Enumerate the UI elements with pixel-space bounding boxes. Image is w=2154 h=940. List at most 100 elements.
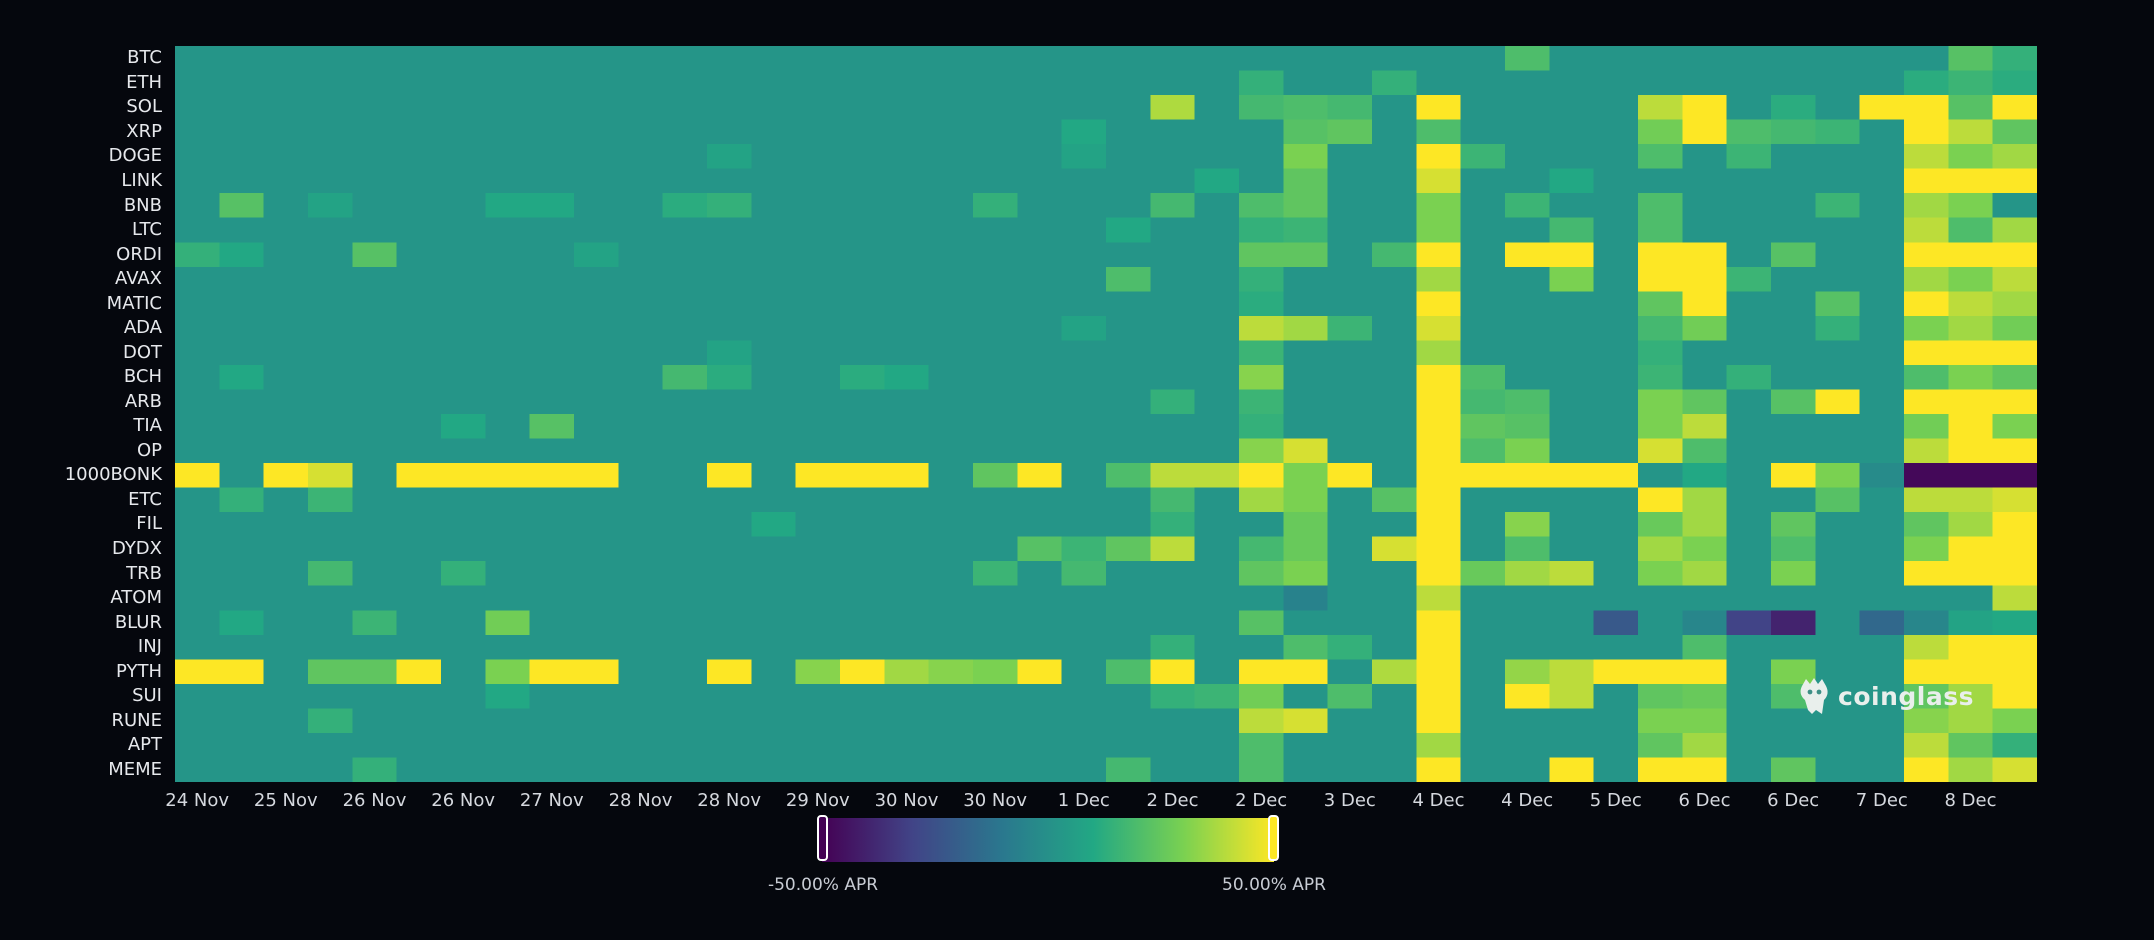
heatmap-cell[interactable] (1416, 144, 1462, 170)
heatmap-cell[interactable] (396, 389, 442, 415)
heatmap-cell[interactable] (485, 389, 531, 415)
heatmap-cell[interactable] (1859, 242, 1905, 268)
heatmap-cell[interactable] (1283, 438, 1329, 464)
heatmap-cell[interactable] (1150, 266, 1196, 292)
heatmap-cell[interactable] (1150, 561, 1196, 587)
heatmap-cell[interactable] (396, 364, 442, 391)
heatmap-cell[interactable] (618, 291, 664, 317)
heatmap-cell[interactable] (1327, 683, 1373, 709)
heatmap-cell[interactable] (1992, 315, 2037, 341)
heatmap-cell[interactable] (574, 487, 619, 513)
heatmap-cell[interactable] (1150, 585, 1196, 611)
heatmap-cell[interactable] (396, 217, 442, 243)
heatmap-cell[interactable] (751, 438, 797, 464)
heatmap-cell[interactable] (1150, 144, 1196, 170)
heatmap-cell[interactable] (1682, 757, 1728, 782)
heatmap-cell[interactable] (485, 463, 531, 489)
heatmap-cell[interactable] (529, 364, 575, 391)
heatmap-cell[interactable] (485, 315, 531, 341)
heatmap-cell[interactable] (396, 487, 442, 513)
heatmap-cell[interactable] (441, 70, 486, 96)
heatmap-cell[interactable] (441, 536, 486, 562)
heatmap-cell[interactable] (1593, 757, 1639, 782)
heatmap-cell[interactable] (352, 315, 398, 341)
heatmap-cell[interactable] (1593, 732, 1639, 759)
heatmap-cell[interactable] (263, 683, 309, 709)
heatmap-cell[interactable] (352, 168, 398, 194)
heatmap-cell[interactable] (1106, 364, 1151, 391)
heatmap-cell[interactable] (1904, 708, 1949, 734)
heatmap-cell[interactable] (1017, 585, 1063, 611)
heatmap-cell[interactable] (1992, 144, 2037, 170)
heatmap-cell[interactable] (840, 119, 885, 145)
heatmap-cell[interactable] (1283, 70, 1329, 96)
heatmap-cell[interactable] (1416, 757, 1462, 782)
heatmap-cell[interactable] (1239, 389, 1284, 415)
heatmap-cell[interactable] (352, 512, 398, 538)
heatmap-cell[interactable] (219, 242, 265, 268)
colorbar-max-handle[interactable] (1268, 815, 1279, 861)
heatmap-cell[interactable] (485, 414, 531, 440)
heatmap-cell[interactable] (396, 536, 442, 562)
heatmap-cell[interactable] (529, 438, 575, 464)
heatmap-cell[interactable] (1904, 487, 1949, 513)
heatmap-cell[interactable] (396, 168, 442, 194)
heatmap-cell[interactable] (795, 732, 841, 759)
heatmap-cell[interactable] (1815, 438, 1861, 464)
heatmap-cell[interactable] (1239, 364, 1284, 391)
heatmap-cell[interactable] (1549, 487, 1595, 513)
heatmap-cell[interactable] (1061, 634, 1107, 660)
heatmap-cell[interactable] (1682, 414, 1728, 440)
heatmap-cell[interactable] (1150, 364, 1196, 391)
heatmap-cell[interactable] (175, 119, 220, 145)
heatmap-cell[interactable] (1327, 512, 1373, 538)
heatmap-cell[interactable] (175, 389, 220, 415)
heatmap-cell[interactable] (1992, 561, 2037, 587)
heatmap-cell[interactable] (263, 634, 309, 660)
heatmap-cell[interactable] (928, 340, 974, 366)
heatmap-cell[interactable] (884, 46, 930, 72)
heatmap-cell[interactable] (707, 585, 752, 611)
heatmap-cell[interactable] (1150, 438, 1196, 464)
heatmap-cell[interactable] (707, 315, 752, 341)
heatmap-cell[interactable] (175, 242, 220, 268)
heatmap-cell[interactable] (1283, 634, 1329, 660)
heatmap-cell[interactable] (175, 708, 220, 734)
heatmap-cell[interactable] (1815, 634, 1861, 660)
heatmap-cell[interactable] (1549, 732, 1595, 759)
heatmap-cell[interactable] (1593, 610, 1639, 636)
heatmap-cell[interactable] (1992, 119, 2037, 145)
heatmap-cell[interactable] (1549, 95, 1595, 121)
heatmap-cell[interactable] (928, 463, 974, 489)
heatmap-cell[interactable] (928, 683, 974, 709)
heatmap-cell[interactable] (263, 266, 309, 292)
heatmap-cell[interactable] (308, 561, 353, 587)
heatmap-cell[interactable] (1904, 95, 1949, 121)
heatmap-cell[interactable] (618, 168, 664, 194)
heatmap-cell[interactable] (662, 610, 708, 636)
heatmap-cell[interactable] (1638, 536, 1683, 562)
heatmap-cell[interactable] (707, 512, 752, 538)
heatmap-cell[interactable] (396, 414, 442, 440)
heatmap-cell[interactable] (1239, 193, 1284, 219)
heatmap-cell[interactable] (308, 438, 353, 464)
heatmap-cell[interactable] (1239, 561, 1284, 587)
heatmap-cell[interactable] (1505, 242, 1550, 268)
heatmap-cell[interactable] (1106, 585, 1151, 611)
heatmap-cell[interactable] (175, 193, 220, 219)
heatmap-cell[interactable] (1505, 659, 1550, 685)
heatmap-cell[interactable] (441, 119, 486, 145)
heatmap-cell[interactable] (1061, 585, 1107, 611)
heatmap-cell[interactable] (1682, 634, 1728, 660)
heatmap-cell[interactable] (1815, 242, 1861, 268)
heatmap-cell[interactable] (618, 659, 664, 685)
heatmap-cell[interactable] (1859, 364, 1905, 391)
heatmap-cell[interactable] (707, 634, 752, 660)
heatmap-cell[interactable] (1017, 364, 1063, 391)
heatmap-cell[interactable] (1106, 242, 1151, 268)
heatmap-cell[interactable] (795, 144, 841, 170)
heatmap-cell[interactable] (485, 291, 531, 317)
heatmap-cell[interactable] (618, 585, 664, 611)
heatmap-cell[interactable] (1106, 463, 1151, 489)
heatmap-cell[interactable] (1682, 364, 1728, 391)
